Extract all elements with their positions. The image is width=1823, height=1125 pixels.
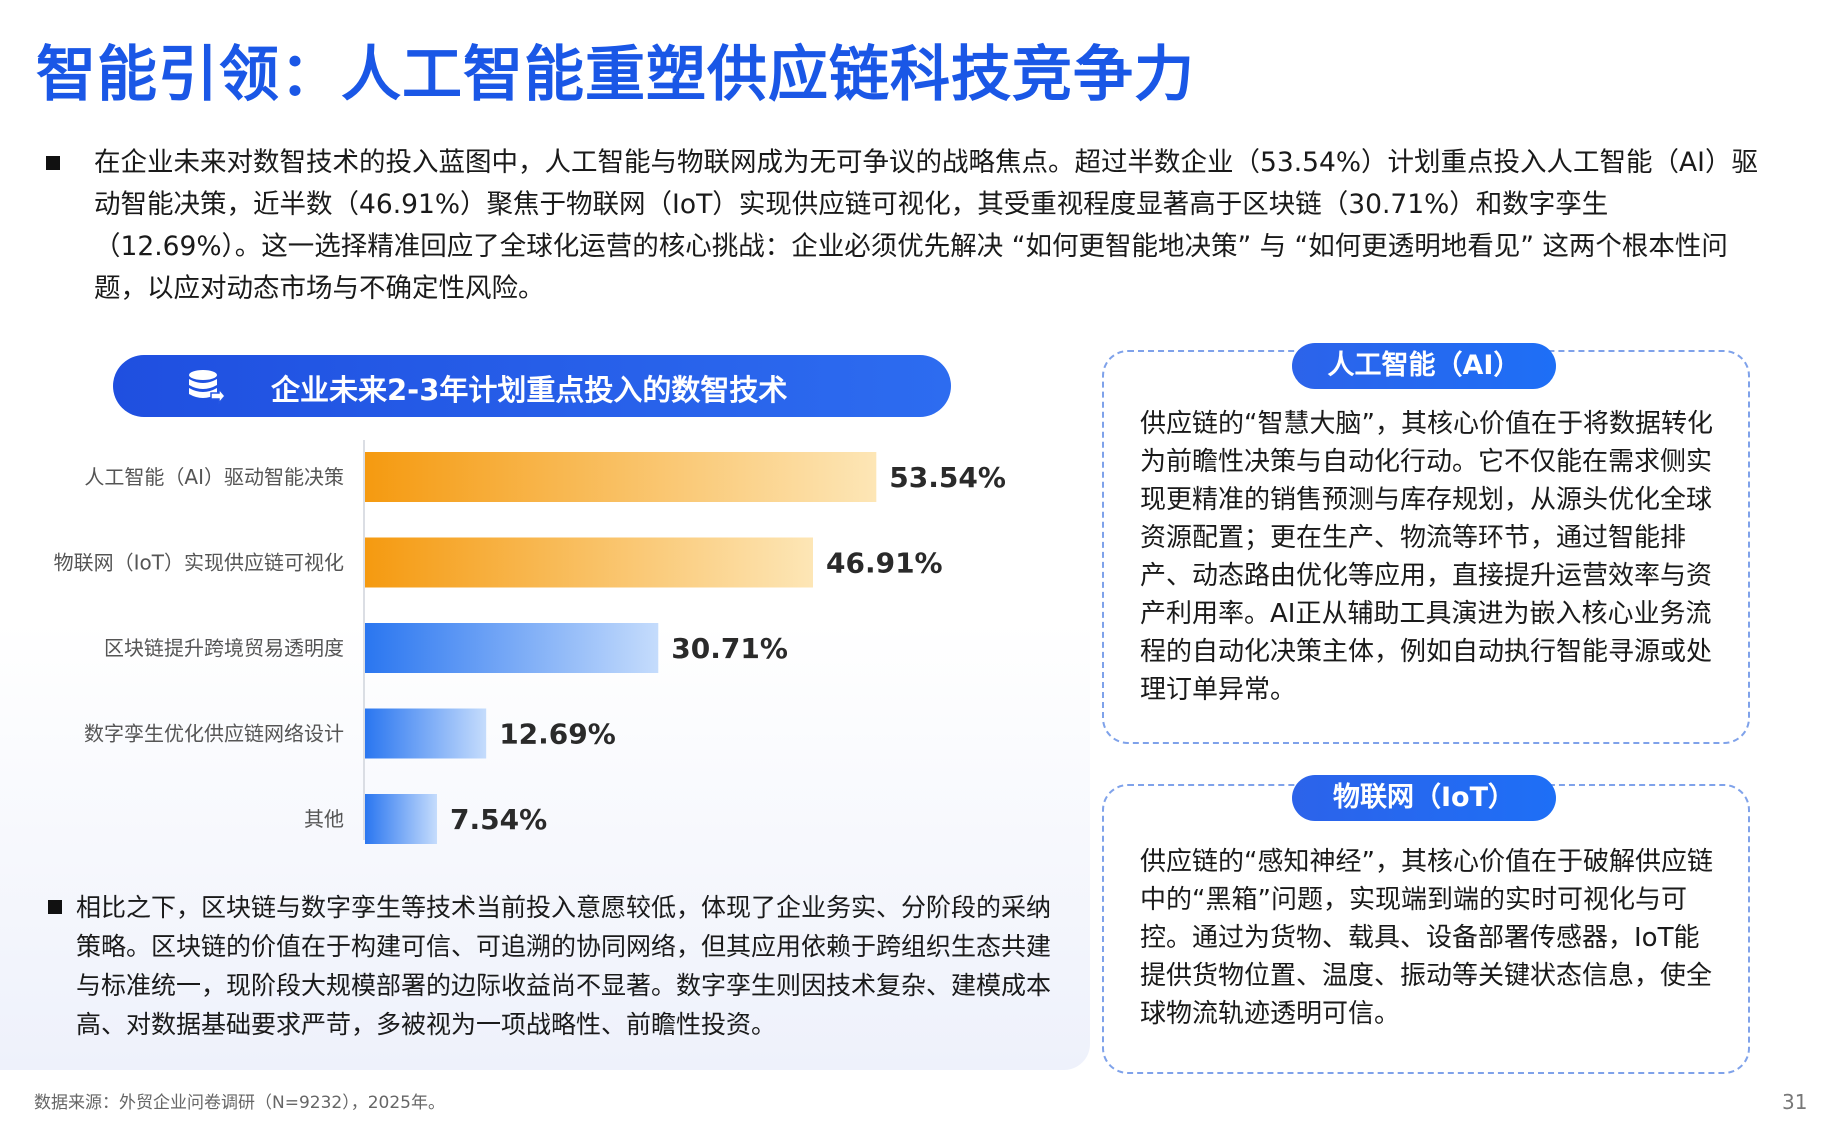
page-title: 智能引领：人工智能重塑供应链科技竞争力 bbox=[36, 40, 1195, 110]
value-label-3: 12.69% bbox=[499, 718, 616, 751]
page-number: 31 bbox=[1782, 1090, 1808, 1114]
iot-card-title: 物联网（IoT） bbox=[1292, 775, 1556, 821]
bar-chart: 人工智能（AI）驱动智能决策 53.54% 物联网（IoT）实现供应链可视化 46.9… bbox=[54, 440, 1006, 844]
intro-paragraph: 在企业未来对数智技术的投入蓝图中，人工智能与物联网成为无可争议的战略焦点。超过半… bbox=[94, 147, 1758, 304]
value-label-0: 53.54% bbox=[889, 461, 1006, 494]
bullet-square-icon bbox=[48, 900, 62, 914]
database-icon bbox=[189, 370, 225, 406]
chart-title: 企业未来2-3年计划重点投入的数智技术 bbox=[271, 373, 788, 407]
category-label-3: 数字孪生优化供应链网络设计 bbox=[84, 722, 344, 746]
ai-card bbox=[1102, 350, 1750, 744]
ai-card-title: 人工智能（AI） bbox=[1292, 343, 1556, 389]
value-label-2: 30.71% bbox=[671, 632, 788, 665]
data-source: 数据来源：外贸企业问卷调研（N=9232），2025年。 bbox=[34, 1093, 445, 1113]
category-label-1: 物联网（IoT）实现供应链可视化 bbox=[54, 551, 344, 575]
chart-header: 企业未来2-3年计划重点投入的数智技术 bbox=[113, 355, 951, 417]
value-label-1: 46.91% bbox=[826, 547, 943, 580]
iot-card bbox=[1102, 784, 1750, 1074]
value-label-4: 7.54% bbox=[450, 803, 547, 836]
bar-1 bbox=[365, 537, 813, 588]
bottom-paragraph: 相比之下，区块链与数字孪生等技术当前投入意愿较低，体现了企业务实、分阶段的采纳策… bbox=[76, 893, 1052, 1039]
bar-2 bbox=[365, 623, 659, 673]
iot-card-text: 供应链的“感知神经”，其核心价值在于破解供应链中的“黑箱”问题，实现端到端的实时… bbox=[1140, 847, 1713, 1029]
bar-4 bbox=[365, 794, 438, 844]
category-label-2: 区块链提升跨境贸易透明度 bbox=[104, 636, 344, 660]
ai-card-text: 供应链的“智慧大脑”，其核心价值在于将数据转化为前瞻性决策与自动化行动。它不仅能… bbox=[1140, 409, 1713, 705]
bullet-square-icon bbox=[46, 156, 60, 170]
category-label-0: 人工智能（AI）驱动智能决策 bbox=[84, 465, 344, 489]
category-label-4: 其他 bbox=[304, 807, 344, 831]
bar-3 bbox=[365, 708, 487, 759]
bar-0 bbox=[365, 452, 877, 502]
